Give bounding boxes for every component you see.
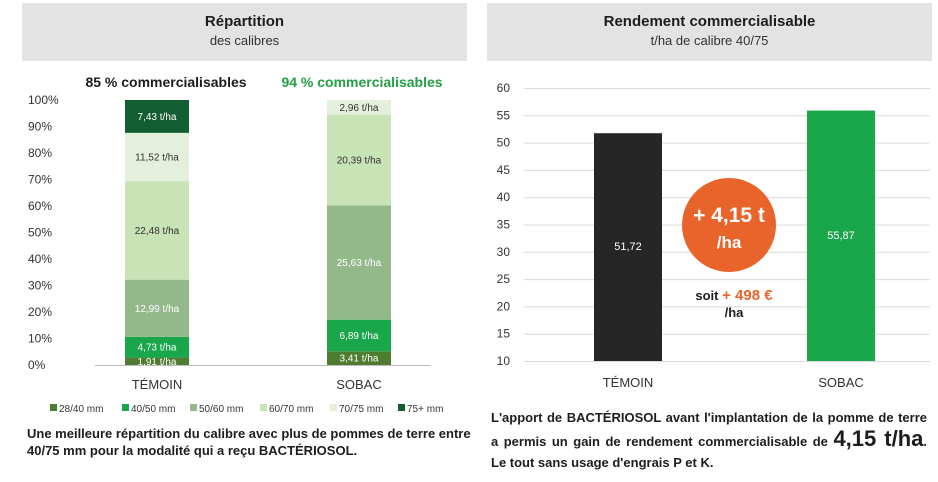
gain-badge-circle <box>682 178 776 272</box>
left-x-tick: SOBAC <box>336 377 382 392</box>
gain-badge-unit: /ha <box>717 233 742 252</box>
gain-euro-prefix: soit <box>695 288 722 303</box>
right-panel-title: Rendement commercialisable <box>603 13 816 30</box>
stack-segment-temoin-1 <box>125 357 189 365</box>
gain-badge-value: + 4,15 t <box>693 204 765 227</box>
legend-label: 70/75 mm <box>339 404 383 415</box>
stack-segment-sobac-3 <box>327 205 391 320</box>
right-caption: L'apport de BACTÉRIOSOL avant l'implanta… <box>491 407 927 473</box>
legend-swatch <box>122 404 129 411</box>
legend-label: 50/60 mm <box>199 404 243 415</box>
commercialisable-annotation: 94 % commercialisables <box>281 74 442 90</box>
left-y-tick: 50% <box>28 226 52 240</box>
stack-data-label: 12,99 t/ha <box>135 304 180 315</box>
stack-segment-temoin-3 <box>125 279 189 337</box>
stack-segment-sobac-5 <box>327 100 391 115</box>
stack-segment-sobac-4 <box>327 114 391 206</box>
gain-euro-value: + 498 € <box>722 287 773 304</box>
stack-data-label: 6,89 t/ha <box>340 331 379 342</box>
stack-segment-sobac-2 <box>327 319 391 352</box>
left-x-tick: TÉMOIN <box>132 377 183 392</box>
yield-value-label: 55,87 <box>827 230 855 242</box>
stack-data-label: 4,73 t/ha <box>138 343 177 354</box>
right-y-tick: 60 <box>497 81 511 95</box>
left-y-tick: 40% <box>28 252 52 266</box>
right-y-tick: 10 <box>497 354 511 368</box>
right-caption-part1: L'apport de BACTÉRIOSOL avant l'implanta… <box>491 410 927 449</box>
stack-data-label: 1,91 t/ha <box>138 357 177 368</box>
legend-swatch <box>330 404 337 411</box>
yield-bar-temoin <box>594 133 662 361</box>
right-y-tick: 45 <box>497 163 511 177</box>
left-y-tick: 80% <box>28 146 52 160</box>
stack-data-label: 7,43 t/ha <box>138 112 177 123</box>
left-y-tick: 0% <box>28 358 46 372</box>
right-caption-highlight: 4,15 t/ha <box>833 426 924 451</box>
stack-data-label: 11,52 t/ha <box>135 152 179 163</box>
legend-swatch <box>50 404 57 411</box>
left-y-tick: 90% <box>28 120 52 134</box>
left-y-tick: 100% <box>28 93 59 107</box>
right-y-tick: 35 <box>497 218 511 232</box>
stack-segment-temoin-2 <box>125 336 189 358</box>
right-y-tick: 40 <box>497 190 511 204</box>
right-x-tick: SOBAC <box>818 375 864 390</box>
legend-label: 40/50 mm <box>131 404 175 415</box>
right-panel-subtitle: t/ha de calibre 40/75 <box>650 33 769 48</box>
left-y-tick: 20% <box>28 305 52 319</box>
right-panel-header: Rendement commercialisable t/ha de calib… <box>487 3 932 61</box>
right-y-tick: 30 <box>497 245 511 259</box>
right-y-tick: 25 <box>497 272 511 286</box>
right-x-tick: TÉMOIN <box>603 375 654 390</box>
commercialisable-annotation: 85 % commercialisables <box>85 74 246 90</box>
right-y-tick: 50 <box>497 136 511 150</box>
gain-euro-suffix: /ha <box>725 305 745 320</box>
stack-data-label: 22,48 t/ha <box>135 226 180 237</box>
left-y-tick: 70% <box>28 173 52 187</box>
left-y-tick: 10% <box>28 332 52 346</box>
stack-data-label: 3,41 t/ha <box>340 354 379 365</box>
right-caption-part2: . Le tout sans usage d'engrais P et K. <box>491 434 927 470</box>
legend-label: 60/70 mm <box>269 404 313 415</box>
legend-swatch <box>260 404 267 411</box>
stack-data-label: 25,63 t/ha <box>337 258 382 269</box>
stack-data-label: 2,96 t/ha <box>340 103 379 114</box>
yield-bar-sobac <box>807 110 875 361</box>
right-y-tick: 20 <box>497 299 511 313</box>
right-y-tick: 15 <box>497 327 511 341</box>
legend-swatch <box>398 404 405 411</box>
yield-value-label: 51,72 <box>614 241 642 253</box>
stack-segment-temoin-6 <box>125 100 189 133</box>
stack-segment-temoin-5 <box>125 132 189 182</box>
left-panel-title: Répartition <box>204 13 285 30</box>
legend-label: 75+ mm <box>407 404 443 415</box>
stack-segment-temoin-4 <box>125 181 189 280</box>
left-panel-header: Répartition des calibres <box>22 3 467 61</box>
left-panel-subtitle: des calibres <box>209 33 280 48</box>
left-y-tick: 30% <box>28 279 52 293</box>
legend-label: 28/40 mm <box>59 404 103 415</box>
gain-euro-note: soit + 498 € <box>695 287 773 304</box>
stack-data-label: 20,39 t/ha <box>337 156 382 167</box>
left-y-tick: 60% <box>28 199 52 213</box>
left-caption: Une meilleure répartition du calibre ave… <box>27 426 471 458</box>
right-y-tick: 55 <box>497 108 511 122</box>
stack-segment-sobac-1 <box>327 351 391 365</box>
legend-swatch <box>190 404 197 411</box>
